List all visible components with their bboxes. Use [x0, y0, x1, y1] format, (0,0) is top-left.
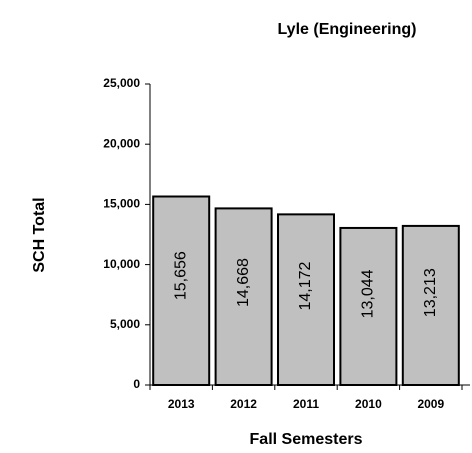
y-tick-label: 20,000: [103, 136, 140, 150]
y-tick-label: 25,000: [103, 76, 140, 90]
chart-title: Lyle (Engineering): [278, 21, 417, 38]
x-tick-label: 2013: [168, 397, 195, 411]
y-tick-label: 15,000: [103, 197, 140, 211]
bar: [339, 226, 398, 386]
bar: [214, 207, 273, 386]
value-label: 14,172: [297, 261, 314, 310]
bar: [277, 213, 335, 386]
x-tick-label: 2009: [417, 397, 444, 411]
y-tick-label: 0: [133, 377, 140, 391]
y-tick-label: 5,000: [110, 317, 140, 331]
y-tick-label: 10,000: [103, 257, 140, 271]
value-label: 13,213: [422, 268, 439, 317]
x-tick-label: 2011: [293, 397, 319, 411]
value-label: 15,656: [172, 251, 189, 300]
bar: [401, 224, 460, 386]
value-label: 14,668: [235, 258, 252, 307]
x-tick-label: 2012: [230, 397, 257, 411]
x-axis-label: Fall Semesters: [250, 431, 363, 448]
x-tick-label: 2010: [355, 397, 382, 411]
y-axis-label: SCH Total: [31, 197, 48, 272]
value-label: 13,044: [360, 269, 377, 318]
